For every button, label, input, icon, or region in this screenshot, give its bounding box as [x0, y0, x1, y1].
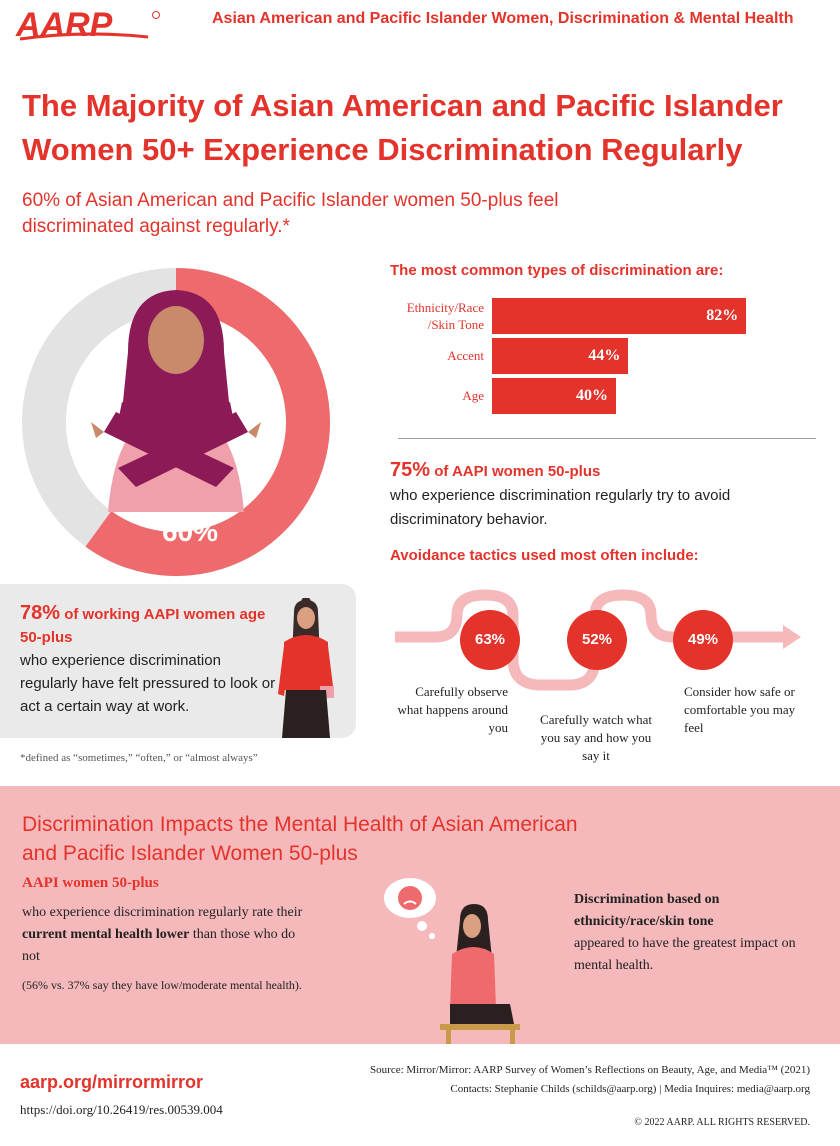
- impact-statement: Discrimination based on ethnicity/race/s…: [574, 889, 804, 977]
- tactic-circle-3: [673, 610, 733, 670]
- stat-78-text: who experience discrimination regularly …: [20, 652, 276, 715]
- bar-category-label: Ethnicity/Race /Skin Tone: [406, 300, 484, 332]
- wave-path: [395, 589, 787, 691]
- footer-doi-link[interactable]: https://doi.org/10.26419/res.00539.004: [20, 1102, 223, 1117]
- header-title: Asian American and Pacific Islander Wome…: [212, 10, 794, 27]
- logo-swoosh: [19, 32, 149, 41]
- sad-woman-sitting-illustration: [384, 878, 520, 1044]
- footer-url-link[interactable]: aarp.org/mirrormirror: [20, 1072, 204, 1092]
- stat-75-highlight: of AAPI women 50-plus: [434, 463, 601, 480]
- sad-face-icon: [398, 886, 422, 910]
- bar: [492, 338, 629, 374]
- tactic-circle-2: [567, 610, 627, 670]
- stat-78-value: 78%: [20, 602, 61, 624]
- desc-bold: current mental health lower: [22, 927, 190, 942]
- copyright-note: © 2022 AARP. ALL RIGHTS RESERVED.: [634, 1117, 810, 1128]
- registered-mark-icon: [152, 11, 160, 19]
- tactic-1-value: 63%: [474, 631, 506, 648]
- stat-75-value: 75%: [390, 459, 431, 481]
- divider: [398, 438, 816, 439]
- mental-health-title: Discrimination Impacts the Mental Health…: [22, 813, 578, 865]
- woman-standing-illustration: [278, 598, 334, 738]
- footnote: *defined as “sometimes,” “often,” or “al…: [20, 752, 258, 764]
- mental-health-stat-note: (56% vs. 37% say they have low/moderate …: [22, 978, 302, 992]
- tactic-1-text: Carefully observe what happens around yo…: [397, 684, 508, 735]
- tactic-2-text: Carefully watch what you say and how you…: [540, 712, 652, 763]
- desc-part-1: who experience discrimination regularly …: [22, 905, 303, 920]
- tactic-3-text: Consider how safe or comfortable you may…: [684, 684, 796, 735]
- arrow-right-icon: [783, 625, 801, 649]
- contacts-note: Contacts: Stephanie Childs (schilds@aarp…: [450, 1083, 810, 1095]
- impact-bold: Discrimination based on ethnicity/race/s…: [574, 892, 720, 929]
- woman-crossed-arms-illustration: [91, 290, 261, 512]
- main-title: The Majority of Asian American and Pacif…: [22, 88, 783, 167]
- stat-75-text: who experience discrimination regularly …: [390, 487, 731, 528]
- stat-78-highlight: of working AAPI women age 50-plus: [20, 606, 266, 646]
- tactic-2-value: 52%: [581, 631, 613, 648]
- aarp-logo: AARP: [15, 6, 160, 44]
- stat-78-block: 78% of working AAPI women age 50-plus wh…: [20, 602, 280, 718]
- impact-text: appeared to have the greatest impact on …: [574, 936, 796, 973]
- stat-75-block: 75% of AAPI women 50-plus who experience…: [390, 458, 810, 532]
- bar-category-label: Accent: [447, 348, 484, 363]
- bar-value-label: 82%: [706, 307, 739, 324]
- bar: [492, 378, 616, 414]
- bar-value-label: 40%: [576, 387, 608, 404]
- donut-chart: [22, 268, 330, 576]
- tactic-circle-1: [460, 610, 520, 670]
- bar-category-label: Age: [462, 388, 484, 403]
- bar-value-label: 44%: [588, 347, 621, 364]
- source-note: Source: Mirror/Mirror: AARP Survey of Wo…: [370, 1064, 810, 1076]
- tactics-title: Avoidance tactics used most often includ…: [390, 547, 699, 564]
- donut-percent-label: 60%: [161, 516, 219, 547]
- subtitle: 60% of Asian American and Pacific Island…: [22, 190, 559, 237]
- tactics-wave: [395, 589, 801, 691]
- bar: [492, 298, 747, 334]
- mental-health-description: who experience discrimination regularly …: [22, 902, 312, 968]
- tactic-3-value: 49%: [687, 631, 719, 648]
- desc-part-2: than those who do not: [22, 927, 296, 964]
- donut-value-arc: [85, 268, 330, 576]
- mental-health-subtitle: AAPI women 50-plus: [22, 875, 159, 891]
- bar-chart-title: The most common types of discrimination …: [390, 262, 724, 279]
